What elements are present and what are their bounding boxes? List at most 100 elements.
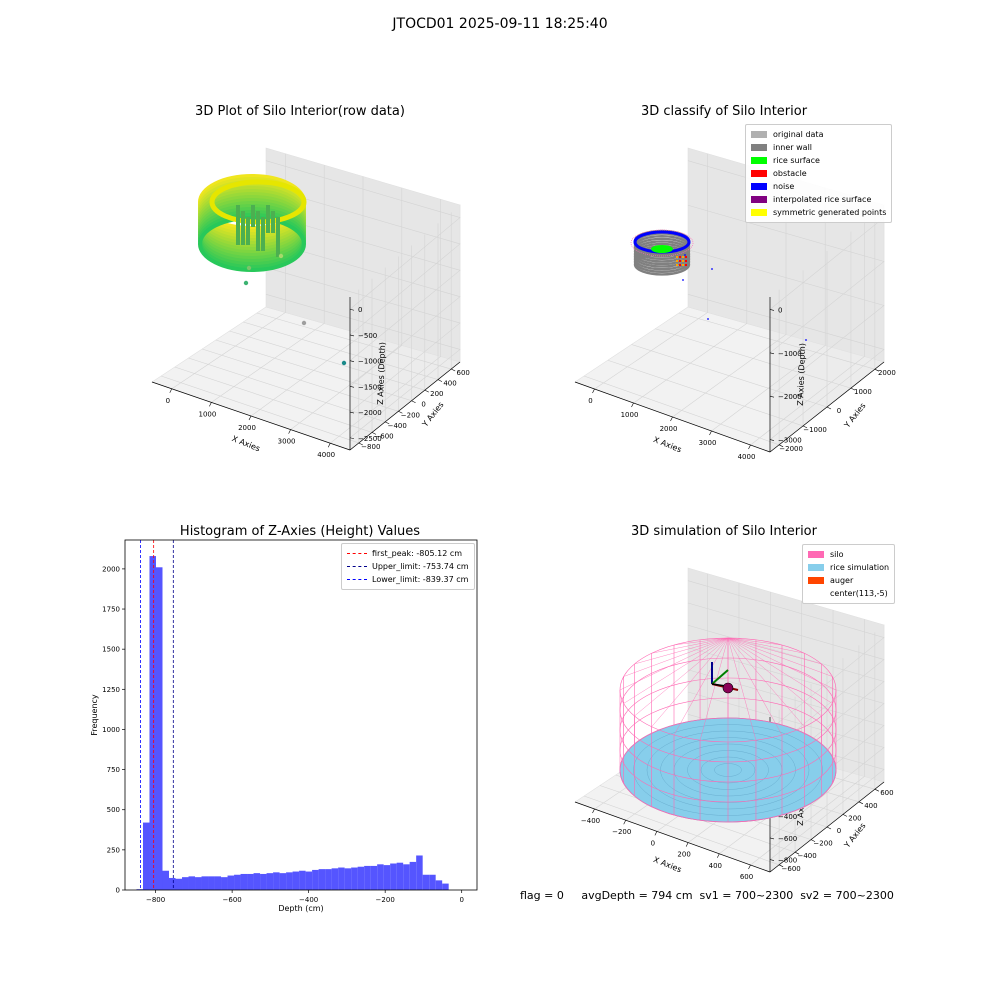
histogram-legend-label: Lower_limit: -839.37 cm xyxy=(372,575,469,584)
classify-obstacle-point xyxy=(685,256,687,258)
classify-legend-swatch xyxy=(751,196,767,203)
raw-ytick xyxy=(371,432,377,435)
raw-zgrid xyxy=(265,187,461,336)
sim-legend-label: rice simulation xyxy=(830,563,890,572)
raw-xtick xyxy=(327,443,331,448)
histogram-ytick-label: 1250 xyxy=(102,686,120,694)
raw-zgrid xyxy=(265,293,461,438)
raw-xtick xyxy=(209,402,212,407)
sim-silo-roof-line xyxy=(634,637,729,665)
raw-ytick xyxy=(358,442,363,446)
sim-ytick xyxy=(842,814,848,817)
classify-legend-swatch xyxy=(751,157,767,164)
histogram-bar xyxy=(136,889,143,890)
histogram-plot-area xyxy=(125,540,477,890)
classify-obstacle-point xyxy=(679,260,681,262)
sim-xtick-label: 400 xyxy=(709,862,722,870)
histogram-ytick-label: 1000 xyxy=(102,726,120,734)
sim-ytick xyxy=(858,801,864,805)
histogram-bar xyxy=(416,855,423,890)
sim-xtick-label: 600 xyxy=(740,873,753,881)
classify-obstacle-point xyxy=(676,264,678,266)
classify-obstacle-point xyxy=(676,256,678,258)
sim-zgrid xyxy=(687,602,885,752)
sim-y-axis-line xyxy=(769,781,885,873)
raw-ztick xyxy=(349,308,355,311)
raw-axes xyxy=(151,147,461,451)
sim-ytick-label: −400 xyxy=(797,852,816,860)
raw-ytick xyxy=(451,368,456,372)
histogram-bar xyxy=(344,868,352,890)
classify-ytick-label: −1000 xyxy=(803,426,827,434)
sim-xgrid xyxy=(750,619,865,866)
simulation-legend: silo rice simulation auger center(113,-5) xyxy=(802,544,896,604)
classify-ytick-label: 2000 xyxy=(878,369,896,377)
raw-outlier-point xyxy=(246,265,252,271)
simulation-plot-title: 3D simulation of Silo Interior xyxy=(631,524,817,539)
classify-ytick-label: 1000 xyxy=(854,388,872,396)
histogram-bar xyxy=(182,877,189,890)
histogram-legend-swatch xyxy=(347,553,367,554)
raw-xtick-label: 4000 xyxy=(317,451,335,459)
histogram-bar xyxy=(351,867,358,890)
histogram-bar xyxy=(325,869,332,890)
sim-x-axis-line xyxy=(574,801,771,873)
histogram-xtick-label: −600 xyxy=(223,896,242,904)
histogram-legend-swatch xyxy=(347,566,367,567)
histogram-bar xyxy=(214,876,222,890)
raw-xgrid xyxy=(290,187,403,430)
histogram-bar xyxy=(377,864,384,890)
raw-ytick xyxy=(437,379,443,382)
raw-plot-title: 3D Plot of Silo Interior(row data) xyxy=(195,104,405,119)
sim-xtick-label: −200 xyxy=(612,828,631,836)
raw-interior-point xyxy=(236,205,240,245)
sim-ytick xyxy=(794,851,800,855)
raw-ytick-label: 200 xyxy=(430,390,443,398)
classify-ztick-label: −2000 xyxy=(778,393,802,401)
histogram-bar xyxy=(383,865,391,890)
classify-rice-surface xyxy=(651,245,673,253)
raw-ztick xyxy=(349,360,355,362)
raw-ytick xyxy=(424,389,429,393)
sim-silo-roof-line xyxy=(623,637,729,704)
classify-axes xyxy=(574,147,885,453)
classify-obstacle-point xyxy=(676,260,678,262)
raw-outlier-point xyxy=(278,253,284,259)
histogram-bar xyxy=(357,866,365,890)
sim-silo-roof-line xyxy=(727,637,822,665)
classify-x-axis-line xyxy=(574,381,771,453)
histogram-bar xyxy=(240,873,248,890)
histogram-bar xyxy=(286,872,293,890)
histogram-bar xyxy=(403,864,410,890)
histogram-ylabel: Frequency xyxy=(90,694,99,736)
classify-xtick-label: 1000 xyxy=(621,411,639,419)
sim-xtick xyxy=(717,853,720,858)
sim-ylabel: Y Axies xyxy=(842,821,868,850)
histogram-bar xyxy=(279,873,287,890)
histogram-bar xyxy=(149,556,156,890)
sim-legend-entry: auger xyxy=(808,574,889,587)
raw-outlier-point xyxy=(243,280,249,286)
classify-xtick xyxy=(631,402,634,408)
raw-ztick xyxy=(349,334,355,337)
classify-legend-entry: inner wall xyxy=(751,141,886,154)
classify-plot-title: 3D classify of Silo Interior xyxy=(640,104,808,119)
histogram-bar xyxy=(442,883,449,890)
raw-ytick-label: 400 xyxy=(443,380,456,388)
raw-ztick xyxy=(349,386,355,388)
sim-axis-y-arrow xyxy=(711,669,729,685)
histogram-ytick-label: 250 xyxy=(107,846,120,854)
histogram-bar xyxy=(253,873,261,890)
raw-point-cloud xyxy=(198,174,347,366)
histogram-bar xyxy=(175,878,183,890)
raw-zgrid xyxy=(265,213,461,361)
classify-ytick xyxy=(874,368,880,372)
histogram-legend-entry: Upper_limit: -753.74 cm xyxy=(347,560,469,573)
sim-silo-roof-line xyxy=(727,637,783,736)
histogram-xtick-label: −400 xyxy=(299,896,318,904)
raw-ytick-label: 600 xyxy=(457,369,470,377)
raw-ztick-label: 0 xyxy=(358,306,362,314)
raw-ytick xyxy=(411,400,416,403)
classify-ztick xyxy=(769,309,775,311)
histogram-xtick-label: −800 xyxy=(146,896,165,904)
